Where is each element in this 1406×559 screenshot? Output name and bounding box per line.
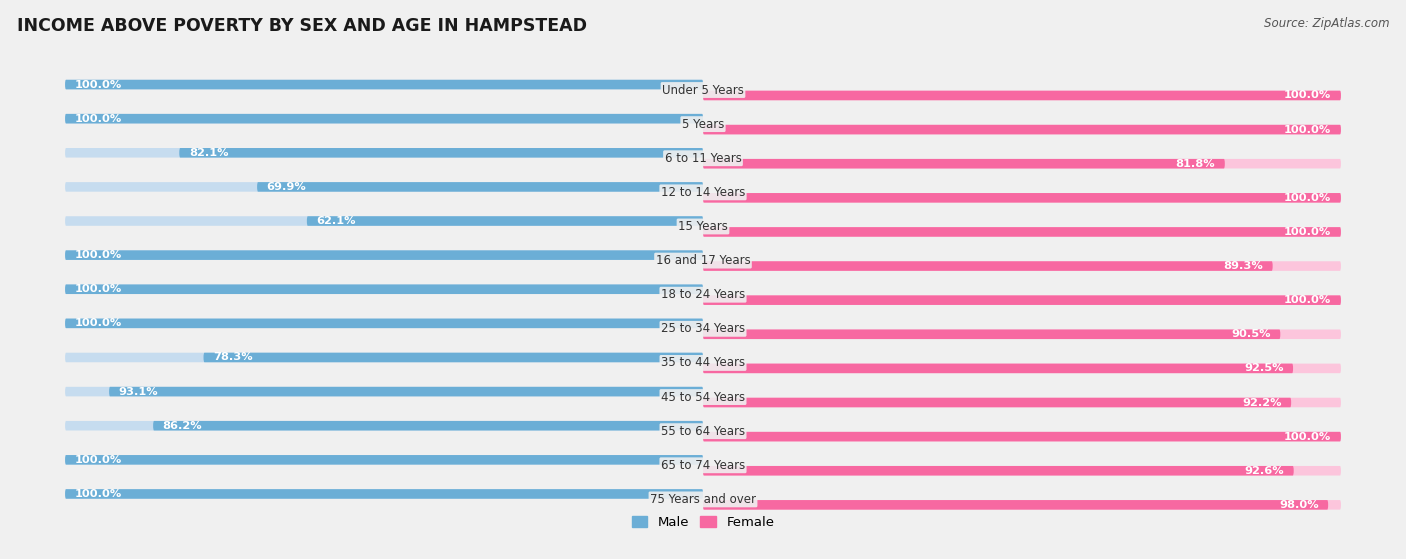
FancyBboxPatch shape bbox=[307, 216, 703, 226]
Text: 69.9%: 69.9% bbox=[267, 182, 307, 192]
Text: 100.0%: 100.0% bbox=[75, 79, 122, 89]
FancyBboxPatch shape bbox=[703, 363, 1294, 373]
FancyBboxPatch shape bbox=[65, 114, 703, 124]
FancyBboxPatch shape bbox=[65, 285, 703, 294]
Text: 100.0%: 100.0% bbox=[75, 284, 122, 294]
Text: 55 to 64 Years: 55 to 64 Years bbox=[661, 425, 745, 438]
FancyBboxPatch shape bbox=[703, 295, 1341, 305]
FancyBboxPatch shape bbox=[703, 227, 1341, 236]
Text: 100.0%: 100.0% bbox=[75, 250, 122, 260]
Text: 92.5%: 92.5% bbox=[1244, 363, 1284, 373]
FancyBboxPatch shape bbox=[703, 432, 1341, 442]
FancyBboxPatch shape bbox=[703, 329, 1281, 339]
Legend: Male, Female: Male, Female bbox=[626, 510, 780, 534]
FancyBboxPatch shape bbox=[65, 285, 703, 294]
FancyBboxPatch shape bbox=[65, 148, 703, 158]
FancyBboxPatch shape bbox=[703, 227, 1341, 236]
FancyBboxPatch shape bbox=[703, 193, 1341, 202]
FancyBboxPatch shape bbox=[180, 148, 703, 158]
Text: 65 to 74 Years: 65 to 74 Years bbox=[661, 459, 745, 472]
FancyBboxPatch shape bbox=[703, 91, 1341, 100]
Text: 78.3%: 78.3% bbox=[214, 353, 253, 362]
FancyBboxPatch shape bbox=[703, 261, 1341, 271]
FancyBboxPatch shape bbox=[703, 193, 1341, 202]
FancyBboxPatch shape bbox=[703, 466, 1294, 476]
Text: Under 5 Years: Under 5 Years bbox=[662, 83, 744, 97]
FancyBboxPatch shape bbox=[703, 500, 1341, 510]
FancyBboxPatch shape bbox=[65, 319, 703, 328]
FancyBboxPatch shape bbox=[110, 387, 703, 396]
FancyBboxPatch shape bbox=[703, 432, 1341, 442]
Text: 100.0%: 100.0% bbox=[1284, 125, 1331, 135]
FancyBboxPatch shape bbox=[65, 353, 703, 362]
FancyBboxPatch shape bbox=[703, 398, 1291, 408]
Text: 5 Years: 5 Years bbox=[682, 117, 724, 131]
FancyBboxPatch shape bbox=[204, 353, 703, 362]
FancyBboxPatch shape bbox=[65, 114, 703, 124]
Text: 25 to 34 Years: 25 to 34 Years bbox=[661, 323, 745, 335]
Text: 93.1%: 93.1% bbox=[118, 387, 159, 396]
Text: 15 Years: 15 Years bbox=[678, 220, 728, 233]
Text: 100.0%: 100.0% bbox=[75, 489, 122, 499]
FancyBboxPatch shape bbox=[65, 80, 703, 89]
FancyBboxPatch shape bbox=[65, 319, 703, 328]
FancyBboxPatch shape bbox=[65, 250, 703, 260]
Text: 45 to 54 Years: 45 to 54 Years bbox=[661, 391, 745, 404]
FancyBboxPatch shape bbox=[703, 329, 1341, 339]
Text: 98.0%: 98.0% bbox=[1279, 500, 1319, 510]
Text: 100.0%: 100.0% bbox=[75, 455, 122, 465]
FancyBboxPatch shape bbox=[65, 489, 703, 499]
Text: 6 to 11 Years: 6 to 11 Years bbox=[665, 151, 741, 165]
FancyBboxPatch shape bbox=[65, 455, 703, 465]
Text: 62.1%: 62.1% bbox=[316, 216, 356, 226]
FancyBboxPatch shape bbox=[703, 159, 1225, 168]
Text: 35 to 44 Years: 35 to 44 Years bbox=[661, 357, 745, 369]
Text: 90.5%: 90.5% bbox=[1232, 329, 1271, 339]
Text: 82.1%: 82.1% bbox=[188, 148, 228, 158]
FancyBboxPatch shape bbox=[65, 387, 703, 396]
FancyBboxPatch shape bbox=[703, 295, 1341, 305]
Text: 92.6%: 92.6% bbox=[1244, 466, 1284, 476]
Text: 100.0%: 100.0% bbox=[75, 319, 122, 328]
FancyBboxPatch shape bbox=[703, 125, 1341, 134]
Text: 89.3%: 89.3% bbox=[1223, 261, 1263, 271]
Text: 75 Years and over: 75 Years and over bbox=[650, 493, 756, 506]
FancyBboxPatch shape bbox=[703, 466, 1341, 476]
Text: 100.0%: 100.0% bbox=[75, 113, 122, 124]
Text: 16 and 17 Years: 16 and 17 Years bbox=[655, 254, 751, 267]
FancyBboxPatch shape bbox=[257, 182, 703, 192]
FancyBboxPatch shape bbox=[703, 159, 1341, 168]
Text: 100.0%: 100.0% bbox=[1284, 227, 1331, 237]
FancyBboxPatch shape bbox=[703, 500, 1329, 510]
FancyBboxPatch shape bbox=[65, 421, 703, 430]
FancyBboxPatch shape bbox=[65, 250, 703, 260]
FancyBboxPatch shape bbox=[703, 261, 1272, 271]
Text: 92.2%: 92.2% bbox=[1241, 397, 1282, 408]
Text: Source: ZipAtlas.com: Source: ZipAtlas.com bbox=[1264, 17, 1389, 30]
FancyBboxPatch shape bbox=[153, 421, 703, 430]
FancyBboxPatch shape bbox=[65, 489, 703, 499]
FancyBboxPatch shape bbox=[703, 398, 1341, 408]
Text: 81.8%: 81.8% bbox=[1175, 159, 1215, 169]
FancyBboxPatch shape bbox=[65, 80, 703, 89]
FancyBboxPatch shape bbox=[703, 125, 1341, 134]
Text: 100.0%: 100.0% bbox=[1284, 193, 1331, 203]
Text: 100.0%: 100.0% bbox=[1284, 91, 1331, 101]
FancyBboxPatch shape bbox=[65, 216, 703, 226]
Text: 86.2%: 86.2% bbox=[163, 421, 202, 431]
FancyBboxPatch shape bbox=[703, 363, 1341, 373]
Text: 18 to 24 Years: 18 to 24 Years bbox=[661, 288, 745, 301]
Text: 100.0%: 100.0% bbox=[1284, 432, 1331, 442]
FancyBboxPatch shape bbox=[65, 182, 703, 192]
FancyBboxPatch shape bbox=[65, 455, 703, 465]
FancyBboxPatch shape bbox=[703, 91, 1341, 100]
Text: INCOME ABOVE POVERTY BY SEX AND AGE IN HAMPSTEAD: INCOME ABOVE POVERTY BY SEX AND AGE IN H… bbox=[17, 17, 586, 35]
Text: 12 to 14 Years: 12 to 14 Years bbox=[661, 186, 745, 199]
Text: 100.0%: 100.0% bbox=[1284, 295, 1331, 305]
